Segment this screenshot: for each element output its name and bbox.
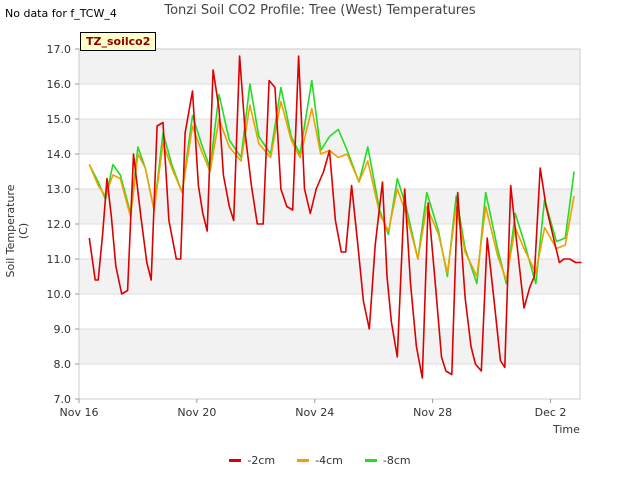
y-tick-label-10: 17.0: [47, 43, 72, 56]
x-tick-label-4: Dec 2: [535, 406, 567, 419]
site-tag-label: TZ_soilco2: [80, 32, 157, 51]
x-tick-label-2: Nov 24: [295, 406, 334, 419]
legend-item-8cm[interactable]: -8cm: [364, 454, 411, 467]
legend-item-2cm[interactable]: -2cm: [229, 454, 275, 467]
grid-lines: [79, 48, 580, 400]
y-tick-label-0: 7.0: [54, 393, 72, 406]
y-tick-label-1: 8.0: [54, 358, 72, 371]
legend-swatch-8cm: [364, 459, 377, 462]
band-12: [79, 189, 580, 224]
y-tick-label-8: 15.0: [47, 113, 72, 126]
legend-label-8cm: -8cm: [382, 454, 411, 467]
x-tick-label-1: Nov 20: [177, 406, 216, 419]
series-line-2cm: [88, 55, 582, 379]
band-16: [79, 49, 580, 84]
y-axis-ticks: 7.0 8.0 9.0 10.0 11.0 12.0 13.0 14.0 15.0 16.0 17.…: [47, 43, 79, 406]
x-axis-ticks: Nov 16 Nov 20 Nov 24 Nov 28 Dec 2: [60, 399, 567, 419]
legend-label-2cm: -2cm: [247, 454, 276, 467]
y-tick-label-3: 10.0: [47, 288, 72, 301]
y-tick-label-9: 16.0: [47, 78, 72, 91]
y-axis-label: Soil Temperature (C): [4, 184, 30, 278]
legend-swatch-2cm: [229, 459, 242, 462]
plot-background-bands: [79, 49, 580, 364]
y-tick-label-4: 11.0: [47, 253, 72, 266]
y-tick-label-2: 9.0: [54, 323, 72, 336]
chart-title: Tonzi Soil CO2 Profile: Tree (West) Temp…: [164, 3, 476, 18]
band-8: [79, 329, 580, 364]
legend-swatch-4cm: [297, 459, 310, 462]
band-10: [79, 259, 580, 294]
no-data-notice: No data for f_TCW_4: [5, 7, 117, 20]
x-tick-label-0: Nov 16: [60, 406, 99, 419]
y-tick-label-5: 12.0: [47, 218, 72, 231]
legend-item-4cm[interactable]: -4cm: [297, 454, 343, 467]
x-axis-label: Time: [553, 423, 580, 436]
series-line-4cm: [88, 100, 575, 281]
y-tick-label-7: 14.0: [47, 148, 72, 161]
series-lines: [88, 55, 582, 379]
legend: -2cm -4cm -8cm: [0, 454, 640, 467]
legend-label-4cm: -4cm: [315, 454, 343, 467]
y-tick-label-6: 13.0: [47, 183, 72, 196]
x-tick-label-3: Nov 28: [413, 406, 452, 419]
